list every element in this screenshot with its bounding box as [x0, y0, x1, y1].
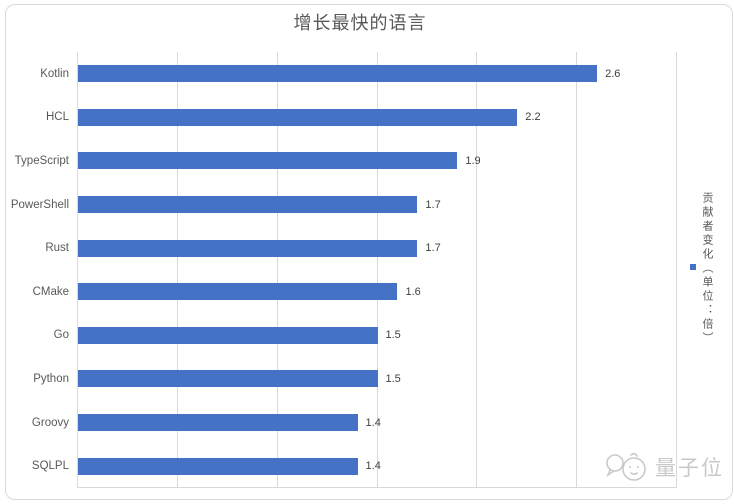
category-label: SQLPL [31, 460, 69, 473]
qbitai-logo-icon [606, 452, 646, 481]
gridline [276, 52, 278, 487]
bar [78, 370, 378, 388]
chart-title: 增长最快的语言 [293, 13, 427, 33]
category-label: TypeScript [14, 154, 69, 167]
bar [78, 457, 358, 475]
value-label: 1.5 [385, 372, 401, 385]
plot-area: Kotlin 2.6 HCL 2.2 TypeScript 1.9 PowerShell 1.… [11, 52, 677, 488]
value-label: 1.4 [365, 460, 381, 473]
category-label: Python [33, 372, 69, 385]
watermark-text: 量子位 [655, 457, 724, 480]
bar-row: SQLPL 1.4 [32, 444, 677, 488]
bar-row: TypeScript 1.9 [15, 139, 677, 183]
value-label: 1.7 [425, 198, 441, 211]
value-label: 2.6 [605, 67, 621, 80]
bar [78, 326, 378, 344]
value-label: 1.9 [465, 154, 481, 167]
bar [78, 414, 358, 432]
category-label: Kotlin [40, 67, 69, 80]
bar-row: Go 1.5 [54, 314, 677, 358]
value-label: 1.4 [365, 416, 381, 429]
category-label: Go [53, 329, 69, 342]
category-label: PowerShell [10, 198, 69, 211]
gridline [176, 52, 178, 487]
gridline [576, 52, 578, 487]
gridline [476, 52, 478, 487]
bar-row: Kotlin 2.6 [40, 52, 677, 96]
legend-label: 贡献者变化（单位：倍） [701, 192, 713, 346]
gridline [676, 52, 677, 487]
bar-row: PowerShell 1.7 [11, 183, 677, 227]
bar-row: Python 1.5 [33, 357, 677, 401]
value-label: 1.5 [385, 329, 401, 342]
legend-swatch-icon [690, 264, 696, 270]
value-label: 1.6 [405, 285, 421, 298]
category-label: Rust [45, 242, 69, 255]
bar-row: HCL 2.2 [46, 96, 677, 140]
bar-row: Rust 1.7 [45, 226, 677, 270]
category-label: Groovy [31, 416, 69, 429]
value-label: 1.7 [425, 242, 441, 255]
gridline [376, 52, 378, 487]
bar [78, 152, 458, 170]
legend: 贡献者变化（单位：倍） [688, 192, 718, 362]
bar-row: Groovy 1.4 [32, 401, 677, 445]
bar [78, 196, 418, 214]
bar [78, 283, 398, 301]
bar [78, 239, 418, 257]
category-label: HCL [45, 111, 69, 124]
value-label: 2.2 [525, 111, 541, 124]
bar [78, 65, 598, 83]
category-label: CMake [32, 285, 69, 298]
watermark: 量子位 [604, 450, 724, 484]
bar-row: CMake 1.6 [33, 270, 677, 314]
bar [78, 108, 518, 126]
